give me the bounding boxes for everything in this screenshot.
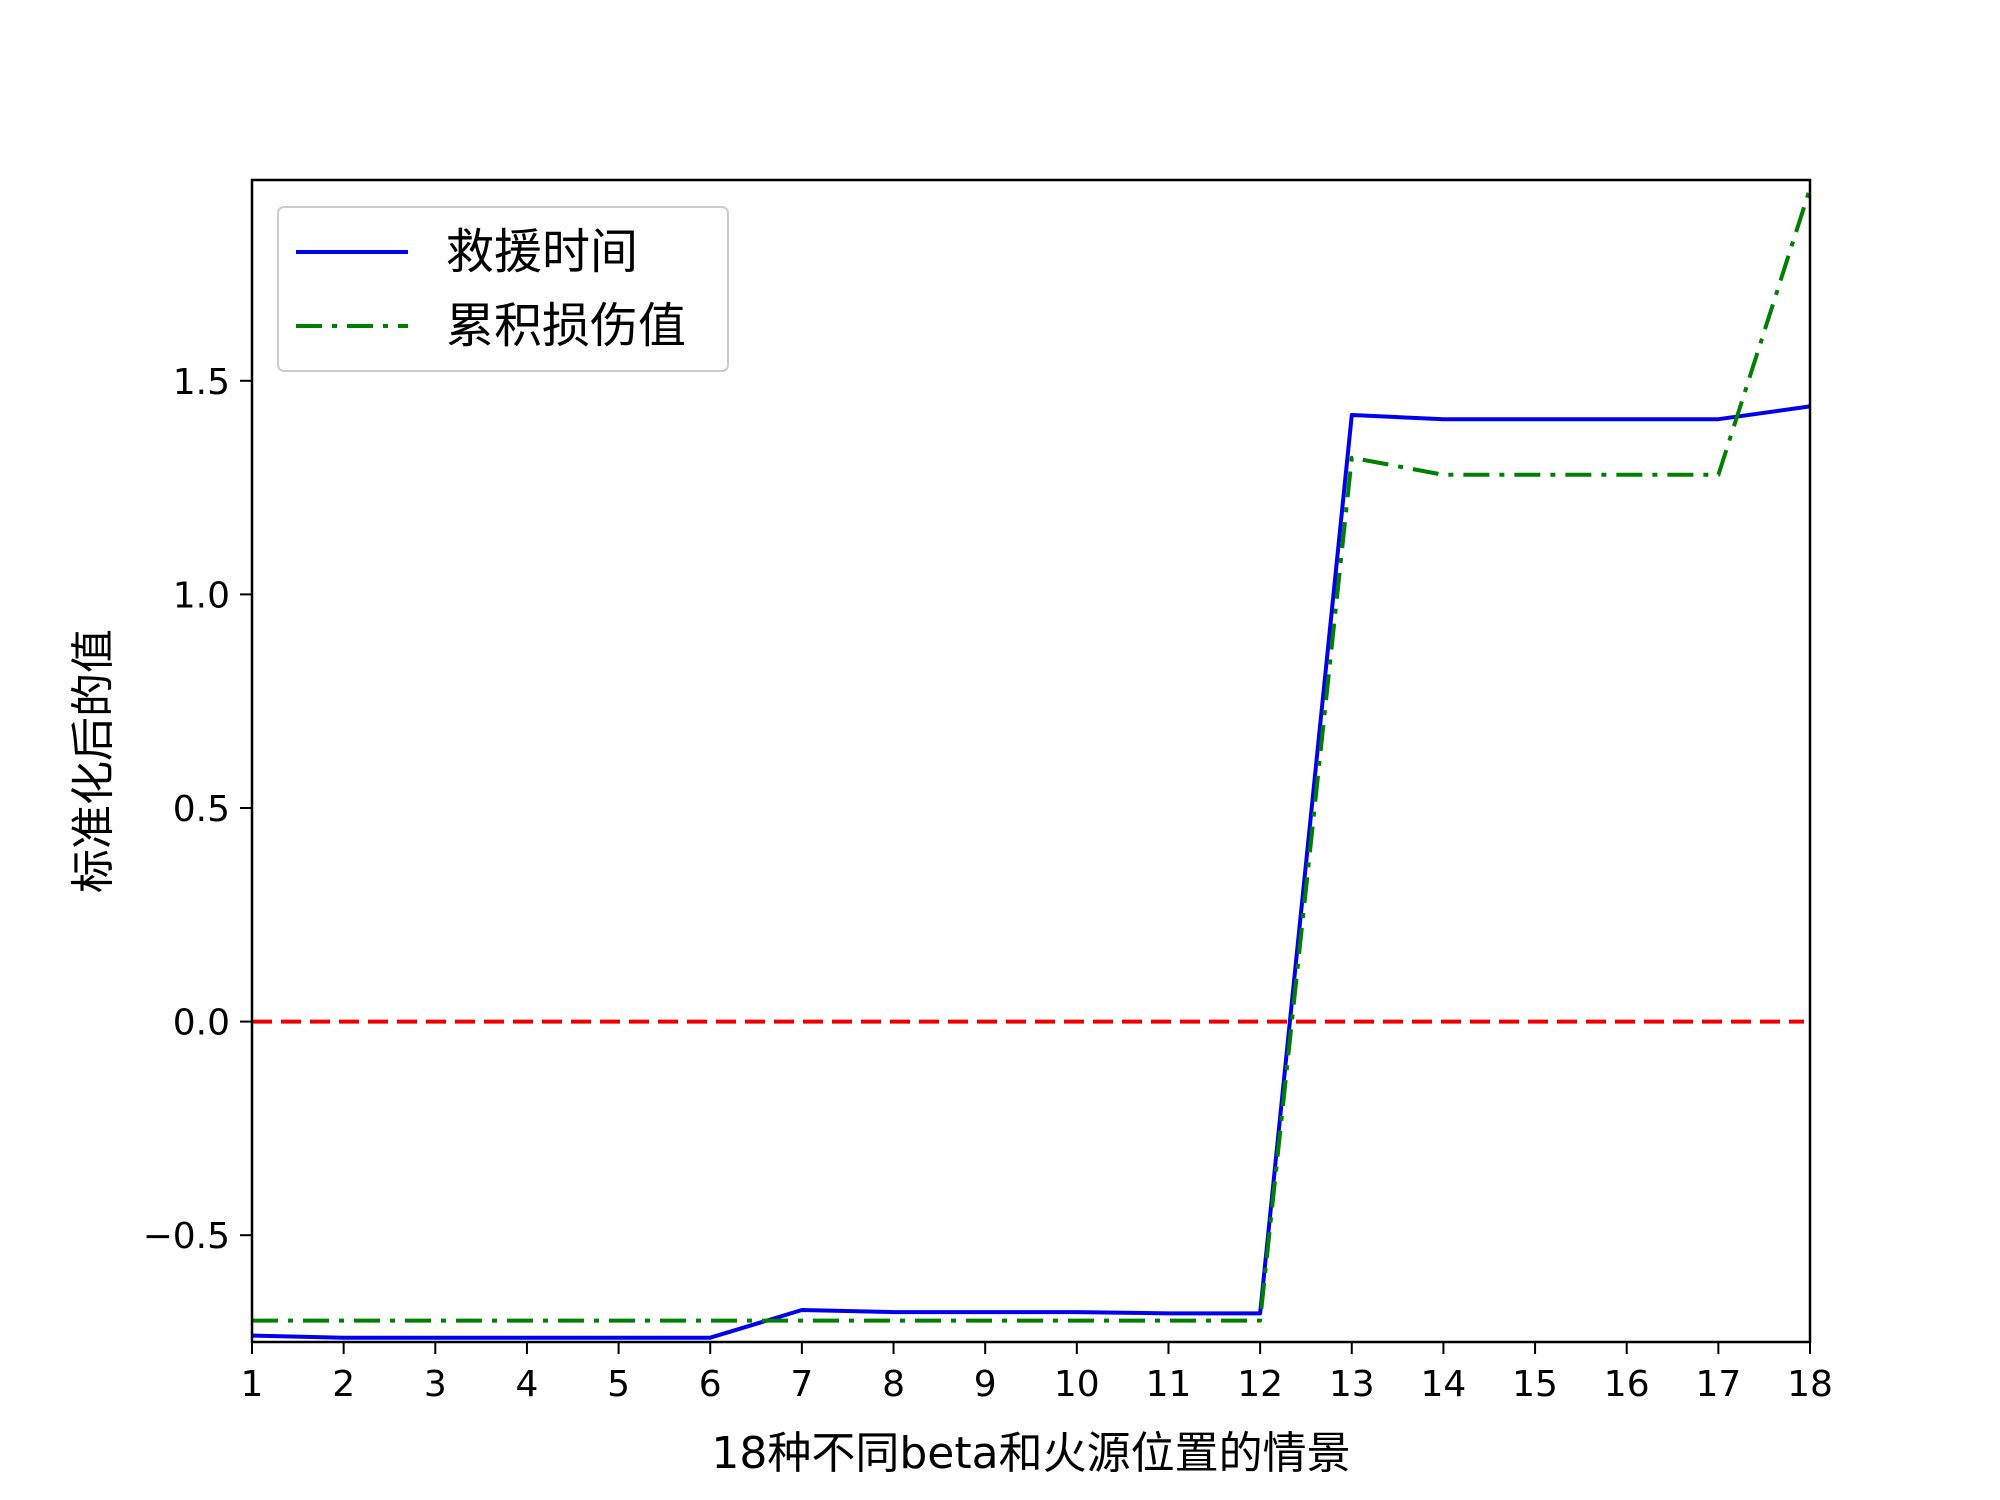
x-tick-label: 15 bbox=[1512, 1364, 1558, 1405]
x-tick-label: 9 bbox=[974, 1364, 997, 1405]
x-tick-label: 11 bbox=[1146, 1364, 1192, 1405]
legend: 救援时间 累积损伤值 bbox=[277, 206, 729, 372]
series-line-cumulative-damage bbox=[252, 187, 1812, 1323]
y-tick-label: −0.5 bbox=[143, 1216, 230, 1257]
x-tick-label: 12 bbox=[1237, 1364, 1283, 1405]
legend-label-cumulative-damage: 累积损伤值 bbox=[446, 298, 686, 354]
x-tick-label: 13 bbox=[1329, 1364, 1375, 1405]
x-axis-ticks: 1 2 3 4 5 6 7 8 9 10 11 12 13 14 15 16 17 18 bbox=[241, 1342, 1833, 1405]
x-tick-label: 6 bbox=[699, 1364, 722, 1405]
x-tick-label: 17 bbox=[1695, 1364, 1741, 1405]
legend-box bbox=[277, 206, 729, 372]
x-tick-label: 1 bbox=[241, 1364, 264, 1405]
x-tick-label: 3 bbox=[424, 1364, 447, 1405]
legend-label-rescue-time: 救援时间 bbox=[446, 224, 638, 280]
plot-frame bbox=[250, 178, 1812, 1344]
x-tick-label: 8 bbox=[882, 1364, 905, 1405]
x-tick-label: 4 bbox=[515, 1364, 538, 1405]
series-line-rescue-time bbox=[251, 404, 1811, 1340]
x-tick-label: 7 bbox=[790, 1364, 813, 1405]
y-tick-label: 1.5 bbox=[173, 362, 230, 403]
x-tick-label: 2 bbox=[332, 1364, 355, 1405]
x-tick-label: 10 bbox=[1054, 1364, 1100, 1405]
x-tick-label: 5 bbox=[607, 1364, 630, 1405]
x-tick-label: 16 bbox=[1604, 1364, 1650, 1405]
y-tick-label: 1.0 bbox=[173, 575, 230, 616]
y-tick-label: 0.5 bbox=[173, 789, 230, 830]
x-axis-label: 18种不同beta和火源位置的情景 bbox=[711, 1428, 1350, 1479]
plot-marks bbox=[251, 187, 1812, 1340]
y-axis-label: 标准化后的值 bbox=[68, 629, 119, 893]
x-tick-label: 18 bbox=[1787, 1364, 1833, 1405]
y-axis-ticks: −0.5 0.0 0.5 1.0 1.5 bbox=[143, 362, 252, 1257]
x-tick-label: 14 bbox=[1421, 1364, 1467, 1405]
y-tick-label: 0.0 bbox=[173, 1003, 230, 1044]
